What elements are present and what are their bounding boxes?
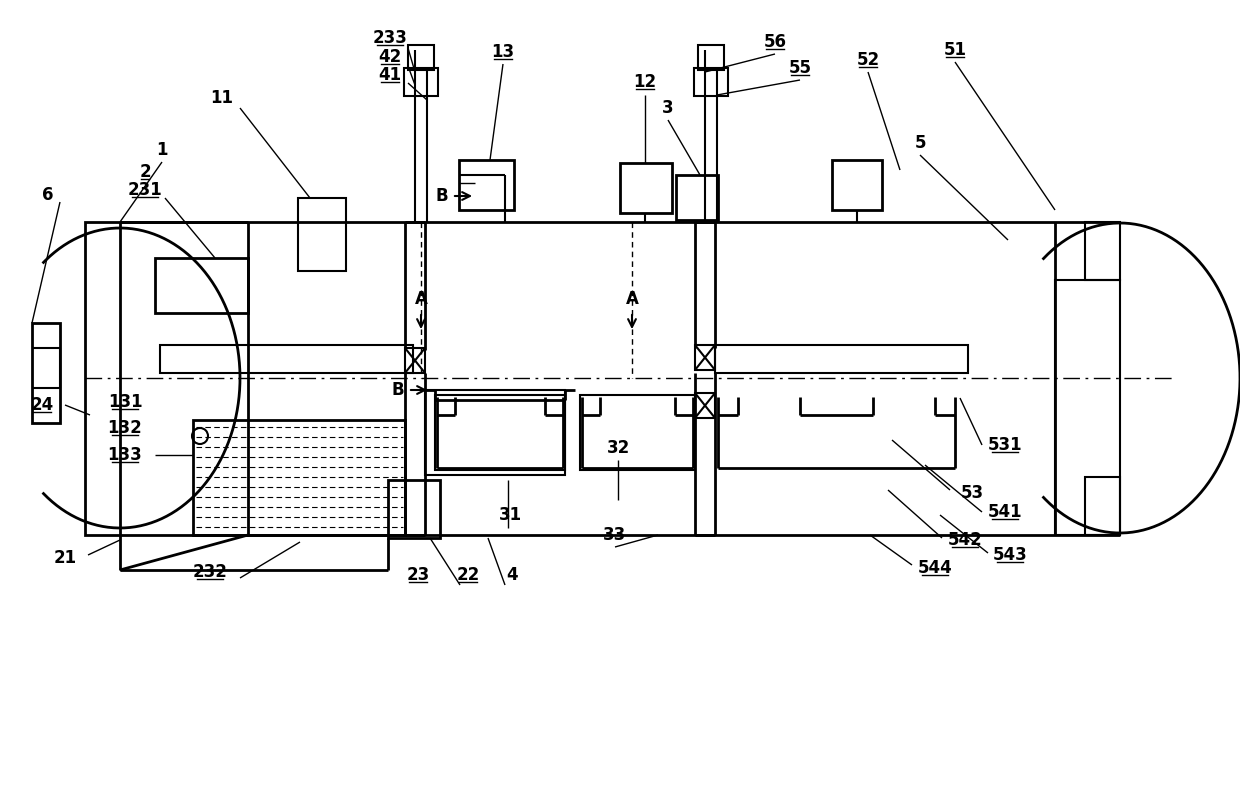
Text: 53: 53 — [961, 484, 983, 502]
Text: 31: 31 — [498, 506, 522, 524]
Bar — [408, 45, 434, 70]
Bar — [298, 198, 346, 271]
Text: 13: 13 — [491, 43, 515, 61]
Bar — [388, 480, 440, 538]
Text: 52: 52 — [857, 51, 879, 69]
Bar — [1055, 280, 1120, 535]
Bar — [832, 160, 882, 210]
Text: 41: 41 — [378, 66, 402, 84]
Text: 231: 231 — [128, 181, 162, 199]
Bar — [404, 68, 438, 96]
Bar — [459, 160, 515, 210]
Text: B: B — [435, 187, 448, 205]
Text: 2: 2 — [139, 163, 151, 181]
Text: A: A — [414, 290, 428, 308]
Bar — [32, 323, 60, 423]
Text: 6: 6 — [42, 186, 53, 204]
Bar — [620, 163, 672, 213]
Bar — [1085, 222, 1120, 280]
Bar — [694, 345, 715, 370]
Text: 42: 42 — [378, 48, 402, 66]
Text: 232: 232 — [192, 563, 227, 581]
Bar — [715, 345, 968, 373]
Bar — [694, 68, 728, 96]
Bar — [155, 258, 248, 313]
Text: 131: 131 — [108, 393, 143, 411]
Text: 33: 33 — [604, 526, 626, 544]
Text: 56: 56 — [764, 33, 786, 51]
Text: 542: 542 — [947, 531, 982, 549]
Text: 1: 1 — [156, 141, 167, 159]
Bar — [694, 393, 715, 418]
Text: 5: 5 — [914, 134, 926, 152]
Bar — [1085, 477, 1120, 535]
Text: 4: 4 — [506, 566, 518, 584]
Text: 23: 23 — [407, 566, 429, 584]
Text: 543: 543 — [993, 546, 1028, 564]
Text: 11: 11 — [211, 89, 233, 107]
Text: B: B — [392, 381, 404, 399]
Text: 132: 132 — [108, 419, 143, 437]
Bar — [676, 175, 718, 220]
Text: 3: 3 — [662, 99, 673, 117]
Bar — [405, 348, 425, 373]
Bar — [435, 395, 565, 470]
Text: 21: 21 — [53, 549, 77, 567]
Text: 531: 531 — [988, 436, 1022, 454]
Text: A: A — [625, 290, 639, 308]
Bar — [698, 45, 724, 70]
Text: 32: 32 — [606, 439, 630, 457]
Text: 133: 133 — [108, 446, 143, 464]
Bar — [425, 390, 565, 475]
Text: 544: 544 — [918, 559, 952, 577]
Bar — [86, 222, 120, 535]
Text: 233: 233 — [372, 29, 408, 47]
Text: 55: 55 — [789, 59, 811, 77]
Text: 541: 541 — [988, 503, 1022, 521]
Text: 12: 12 — [634, 73, 656, 91]
Bar — [580, 395, 694, 470]
Text: 22: 22 — [456, 566, 480, 584]
Text: 51: 51 — [944, 41, 966, 59]
Bar — [193, 420, 405, 535]
Text: 24: 24 — [30, 396, 53, 414]
Bar — [160, 345, 413, 373]
